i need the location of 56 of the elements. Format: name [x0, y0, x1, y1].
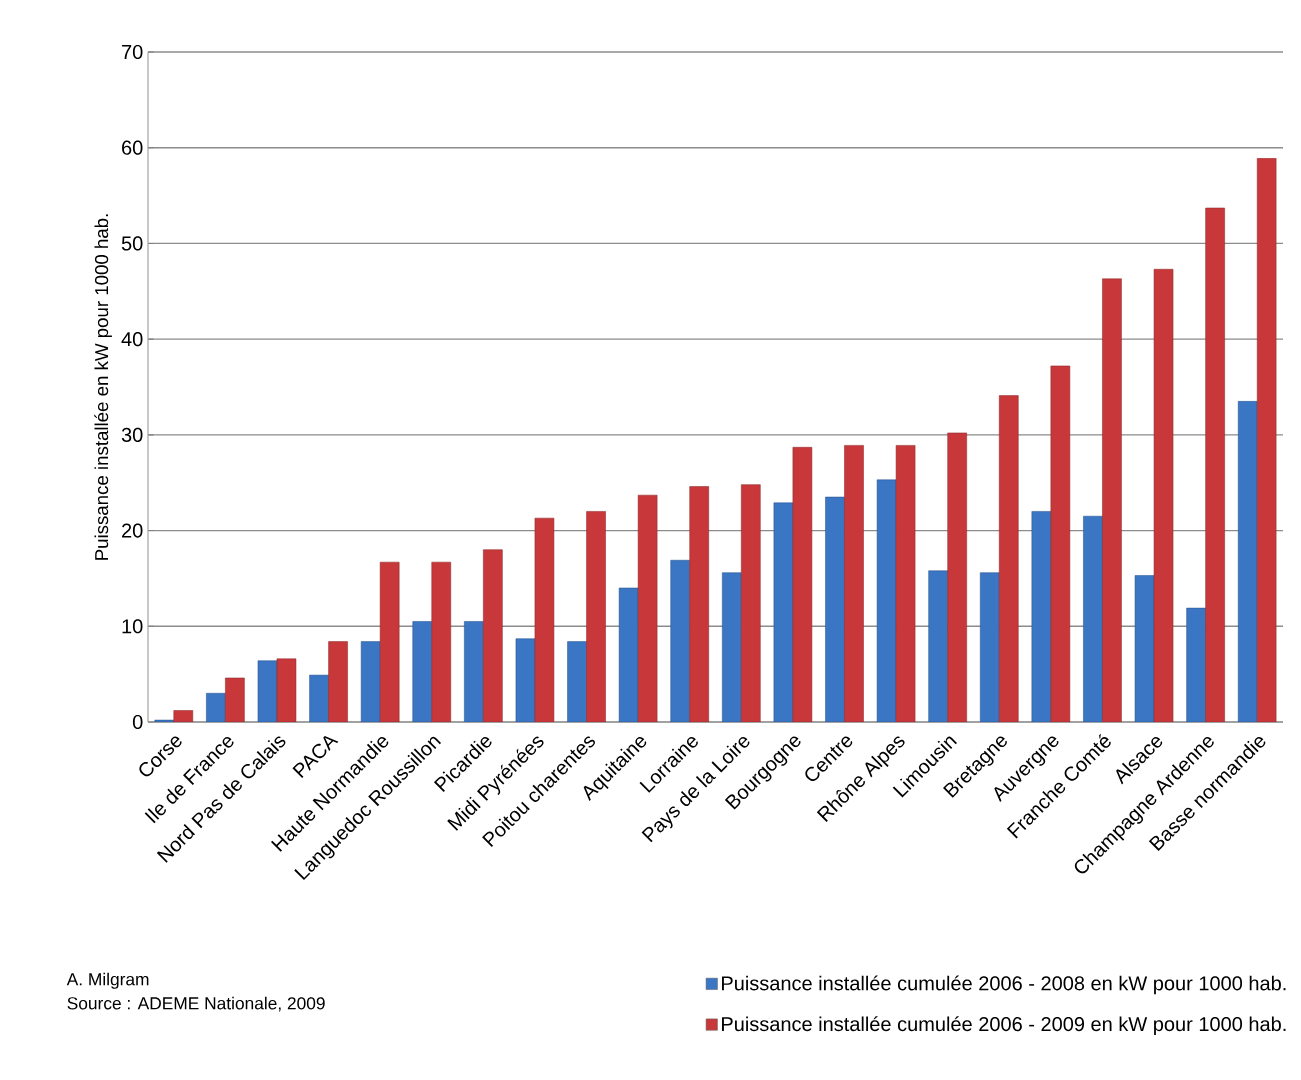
bar — [844, 445, 864, 722]
bar — [567, 641, 587, 722]
bar — [586, 511, 606, 722]
legend-label: Puissance installée cumulée 2006 - 2009 en kW pour 1000 hab. — [722, 1016, 1286, 1036]
y-axis-title: Puissance installée en kW pour 1000 hab. — [94, 214, 112, 560]
text: A. Milgram — [66, 972, 149, 989]
bar — [947, 432, 967, 722]
bar — [1102, 278, 1122, 722]
bar — [1050, 365, 1071, 722]
bar — [1153, 269, 1174, 722]
bar — [637, 494, 658, 722]
bar — [328, 641, 348, 722]
bar — [980, 572, 1000, 722]
y-tick-label: 70 — [122, 44, 143, 60]
bar — [1083, 515, 1103, 722]
y-tick-label: 60 — [122, 140, 143, 155]
bar — [483, 549, 503, 722]
bar — [412, 621, 433, 722]
bar — [773, 502, 794, 722]
bar — [173, 710, 194, 722]
bar — [206, 693, 226, 722]
bar — [825, 496, 845, 722]
bar — [515, 638, 536, 722]
bar — [1256, 157, 1277, 722]
y-tick-label: 40 — [121, 332, 143, 347]
y-tick-label: 0 — [132, 714, 143, 730]
bar — [895, 445, 916, 722]
source-note: Source : ADEME Nationale, 2009 — [67, 996, 325, 1012]
legend-label: Puissance installée cumulée 2006 - 2008 en kW pour 1000 hab. — [722, 975, 1286, 995]
bar — [431, 561, 452, 722]
bar — [792, 447, 813, 722]
y-tick-label: 10 — [122, 619, 143, 634]
bar — [722, 572, 742, 722]
bar — [876, 479, 897, 722]
y-tick-label: 30 — [121, 427, 143, 442]
bar — [618, 587, 639, 722]
y-tick-label: 50 — [121, 236, 143, 251]
bar — [225, 677, 245, 722]
bar — [534, 517, 555, 722]
bar — [689, 486, 709, 722]
bar — [360, 641, 381, 722]
bar — [998, 395, 1019, 722]
bar — [1031, 511, 1052, 722]
y-tick-label: 20 — [122, 523, 143, 538]
bar — [1134, 575, 1155, 722]
bar — [276, 658, 297, 722]
bar — [379, 561, 400, 722]
bar — [257, 660, 278, 722]
bar — [670, 559, 690, 722]
bar — [928, 570, 948, 722]
bar — [741, 484, 761, 722]
bar — [1186, 607, 1206, 722]
bar — [464, 621, 484, 722]
bar — [1205, 207, 1225, 722]
bar — [309, 674, 329, 722]
bar — [1237, 401, 1258, 722]
